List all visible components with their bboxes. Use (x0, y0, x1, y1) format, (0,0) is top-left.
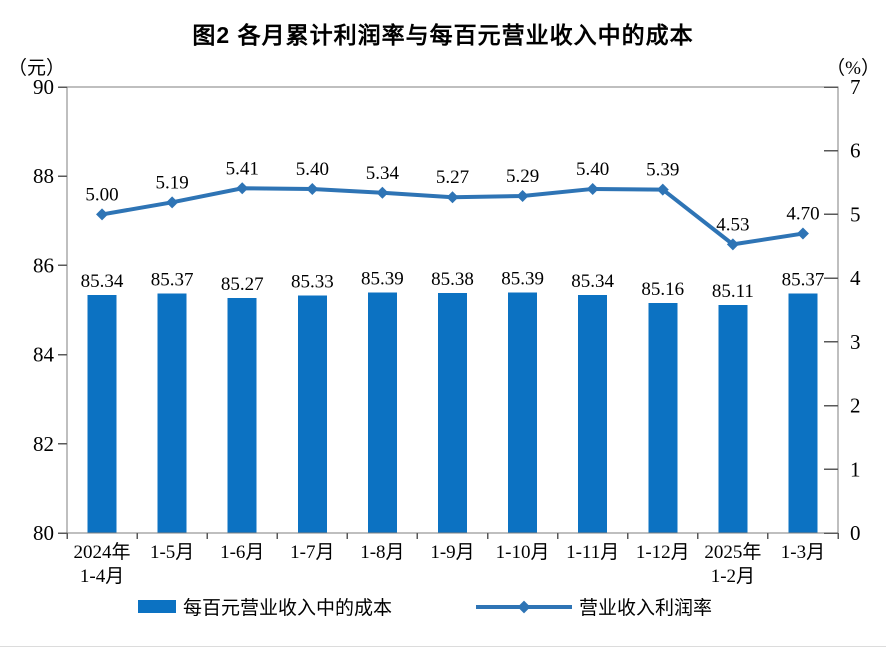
x-axis-category-label: 1-11月 (566, 542, 619, 563)
right-axis-tick-label: 3 (850, 330, 861, 354)
plot-border (66, 86, 839, 534)
bar-value-label: 85.33 (291, 271, 334, 292)
line-value-label: 5.29 (506, 166, 539, 187)
line-marker-icon (376, 186, 389, 199)
diamond-marker-icon (517, 600, 531, 613)
bar (438, 293, 467, 533)
bar (157, 293, 187, 533)
legend-label-profit: 营业收入利润率 (579, 598, 713, 619)
line-marker-icon (166, 196, 179, 209)
x-axis-category-label: 2024年 1-4月 (74, 541, 131, 587)
bar (227, 297, 257, 533)
right-axis-tick-label: 0 (850, 521, 861, 545)
line-swatch-icon (476, 600, 572, 613)
x-axis-category-label: 1-8月 (360, 542, 404, 563)
line-value-label: 5.34 (366, 163, 400, 184)
left-axis-tick-label: 86 (33, 253, 54, 277)
x-axis-category-label: 1-9月 (430, 542, 474, 563)
bar (297, 295, 327, 533)
bar (367, 292, 397, 533)
line-marker-icon (516, 189, 529, 202)
line-value-label: 5.39 (646, 160, 679, 181)
chart-title: 图2 各月累计利润率与每百元营业收入中的成本 (192, 22, 694, 48)
bar-value-label: 85.39 (501, 269, 544, 290)
x-axis-category-label: 1-3月 (781, 542, 825, 563)
left-axis-tick-label: 84 (33, 343, 55, 367)
x-axis-category-label: 2025年 1-2月 (704, 541, 761, 587)
left-axis-tick-label: 88 (33, 164, 54, 188)
bar-value-label: 85.34 (571, 271, 614, 292)
bar-value-label: 85.37 (782, 269, 825, 290)
bar (718, 305, 748, 533)
right-axis-tick-label: 2 (850, 394, 861, 418)
line-value-label: 5.41 (226, 158, 259, 179)
x-axis-category-label: 1-12月 (636, 542, 690, 563)
legend-label-cost: 每百元营业收入中的成本 (182, 598, 392, 619)
line-value-label: 5.40 (576, 159, 609, 180)
line-value-label: 5.40 (296, 159, 329, 180)
bar-value-label: 85.39 (361, 269, 404, 290)
line-marker-icon (306, 182, 319, 195)
line-marker-icon (236, 182, 249, 195)
x-axis-category-label: 1-10月 (496, 542, 550, 563)
bar (788, 293, 818, 533)
bar-value-label: 85.37 (151, 269, 194, 290)
right-axis-tick-label: 7 (850, 75, 861, 99)
bar-value-label: 85.38 (431, 269, 474, 290)
line-marker-icon (586, 182, 599, 195)
bar (87, 294, 117, 533)
right-axis-unit: （%） (826, 58, 880, 79)
x-axis-category-label: 1-7月 (290, 542, 334, 563)
line-value-label: 5.27 (436, 167, 469, 188)
right-axis-tick-label: 6 (850, 139, 861, 163)
legend-item-profit-line: 营业收入利润率 (476, 593, 712, 620)
bar-swatch-icon (137, 600, 176, 613)
bar-value-label: 85.34 (81, 271, 124, 292)
line-marker-icon (96, 208, 109, 221)
line-marker-icon (656, 183, 669, 196)
right-axis-tick-label: 1 (850, 457, 861, 481)
legend-item-cost-bar: 每百元营业收入中的成本 (137, 593, 392, 620)
left-axis-tick-label: 82 (33, 432, 54, 456)
bar-value-label: 85.27 (221, 274, 264, 295)
line-value-label: 5.19 (156, 172, 189, 193)
right-axis-tick-label: 4 (850, 266, 861, 290)
line-marker-icon (446, 191, 459, 204)
x-axis-category-label: 1-6月 (220, 542, 264, 563)
right-axis-tick-label: 5 (850, 202, 861, 226)
line-value-label: 4.53 (716, 214, 749, 235)
line-value-label: 4.70 (786, 204, 819, 225)
line-value-label: 5.00 (85, 184, 118, 205)
bar (508, 292, 538, 533)
bar-value-label: 85.16 (641, 279, 684, 300)
line-marker-icon (796, 227, 809, 240)
x-axis-category-label: 1-5月 (150, 542, 194, 563)
line-marker-icon (726, 238, 739, 251)
bar-value-label: 85.11 (712, 281, 754, 302)
left-axis-unit: （元） (8, 58, 66, 79)
bar (578, 294, 608, 533)
legend: 每百元营业收入中的成本 营业收入利润率 (0, 593, 868, 620)
left-axis-tick-label: 80 (33, 521, 54, 545)
left-axis-tick-label: 90 (33, 75, 54, 99)
bar (648, 302, 678, 533)
